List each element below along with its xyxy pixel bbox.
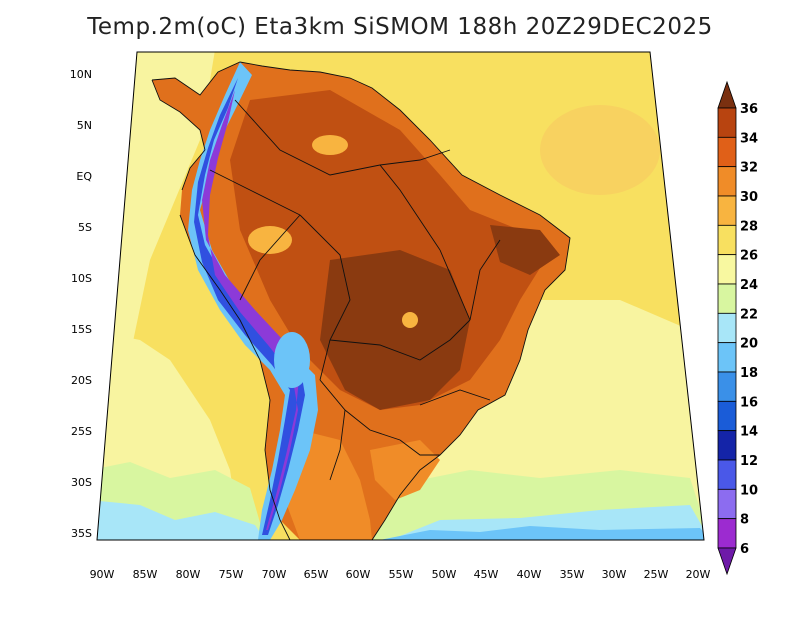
colorbar-bin: [717, 107, 737, 138]
colorbar-label: 8: [740, 513, 749, 528]
colorbar-bin: [717, 166, 737, 197]
colorbar-label: 12: [740, 454, 758, 469]
lon-label: 85W: [133, 568, 158, 581]
lat-label: 5S: [78, 221, 92, 234]
colorbar-bin: [717, 254, 737, 285]
colorbar-bin: [717, 518, 737, 549]
lon-label: 45W: [474, 568, 499, 581]
colorbar-bin: [717, 195, 737, 226]
colorbar-bin: [717, 459, 737, 490]
pacific-cold: [97, 500, 265, 540]
lon-label: 40W: [517, 568, 542, 581]
colorbar: 6 8 10 12 14 16 18 20 22 24 26 28 30 32 34 36: [717, 80, 758, 576]
lon-label: 55W: [389, 568, 414, 581]
lon-label: 50W: [432, 568, 457, 581]
colorbar-label: 22: [740, 307, 758, 322]
colorbar-bin: [717, 342, 737, 373]
map-title: Temp.2m(oC) Eta3km SiSMOM 188h 20Z29DEC2…: [87, 14, 713, 40]
altiplano: [274, 332, 310, 388]
lon-label: 35W: [560, 568, 585, 581]
atlantic-warm-patch: [540, 105, 660, 195]
longitude-axis: 90W 85W 80W 75W 70W 65W 60W 55W 50W 45W …: [90, 568, 711, 581]
colorbar-bin: [717, 430, 737, 461]
colorbar-label: 34: [740, 131, 758, 146]
lat-label: 25S: [71, 425, 92, 438]
colorbar-bin: [717, 312, 737, 344]
lat-label: 5N: [77, 119, 92, 132]
map-field: [97, 52, 704, 540]
latitude-axis: 10N 5N EQ 5S 10S 15S 20S 25S 30S 35S: [70, 68, 93, 540]
lon-label: 20W: [686, 568, 711, 581]
colorbar-label: 26: [740, 249, 758, 264]
colorbar-bin: [717, 400, 737, 432]
lat-label: 15S: [71, 323, 92, 336]
colorbar-label: 24: [740, 278, 758, 293]
lat-label: 10S: [71, 272, 92, 285]
colorbar-min-arrow: [717, 547, 737, 576]
country-borders: [151, 61, 571, 540]
lat-label: 30S: [71, 476, 92, 489]
andes-coldest: [202, 90, 300, 530]
lat-label: 20S: [71, 374, 92, 387]
lon-label: 60W: [346, 568, 371, 581]
northeast-core: [490, 225, 560, 275]
lat-label: 10N: [70, 68, 92, 81]
colorbar-label: 18: [740, 366, 758, 381]
lon-label: 65W: [304, 568, 329, 581]
interior-core: [320, 250, 470, 410]
colorbar-bin: [717, 224, 737, 256]
colorbar-bin: [717, 488, 737, 520]
amazon-patch-1: [248, 226, 292, 254]
colorbar-bin: [717, 371, 737, 402]
colorbar-label: 10: [740, 483, 758, 498]
atlantic-colder: [380, 526, 704, 540]
colorbar-label: 28: [740, 219, 758, 234]
plateau-patch: [402, 312, 418, 328]
amazon-patch-2: [312, 135, 348, 155]
lat-label: EQ: [76, 170, 92, 183]
lon-label: 75W: [219, 568, 244, 581]
lon-label: 30W: [602, 568, 627, 581]
lon-label: 70W: [262, 568, 287, 581]
lon-label: 90W: [90, 568, 115, 581]
colorbar-label: 14: [740, 425, 758, 440]
colorbar-label: 30: [740, 190, 758, 205]
colorbar-label: 32: [740, 161, 758, 176]
colorbar-label: 6: [740, 542, 749, 557]
lon-label: 80W: [176, 568, 201, 581]
lon-label: 25W: [644, 568, 669, 581]
colorbar-label: 36: [740, 102, 758, 117]
colorbar-label: 16: [740, 395, 758, 410]
colorbar-bin: [717, 283, 737, 314]
map-frame: [96, 51, 705, 541]
lat-label: 35S: [71, 527, 92, 540]
colorbar-bin: [717, 136, 737, 168]
colorbar-max-arrow: [717, 80, 737, 109]
colorbar-label: 20: [740, 337, 758, 352]
